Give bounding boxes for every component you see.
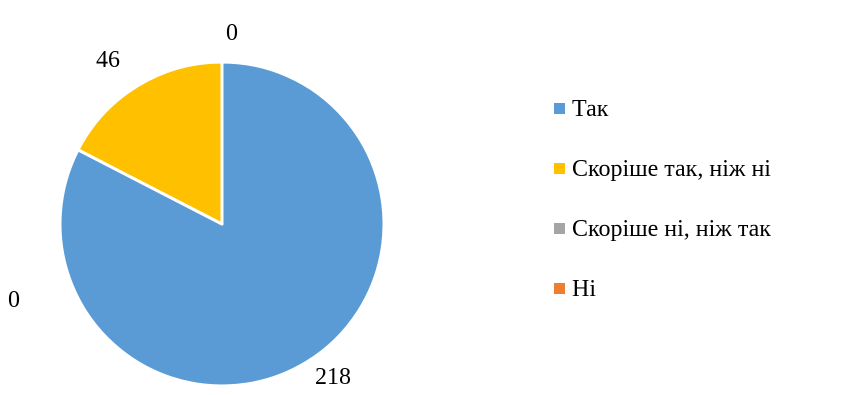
data-label-1: 218 [315, 364, 351, 390]
legend-label-3: Скоріше ні, ніж так [572, 216, 771, 242]
legend: Так Скоріше так, ніж ні Скоріше ні, ніж та… [554, 96, 771, 302]
data-label-4: 0 [8, 287, 20, 313]
pie-slices [58, 60, 386, 388]
data-labels: 218 46 0 0 [8, 20, 351, 390]
data-label-3: 0 [226, 20, 238, 46]
legend-swatch-3 [554, 223, 565, 234]
legend-label-2: Скоріше так, ніж ні [572, 156, 771, 182]
legend-label-4: Ні [572, 276, 596, 302]
pie-slice-2 [76, 60, 224, 226]
legend-label-1: Так [572, 96, 609, 122]
legend-swatch-1 [554, 103, 565, 114]
legend-swatch-2 [554, 163, 565, 174]
legend-swatch-4 [554, 283, 565, 294]
data-label-2: 46 [96, 47, 120, 73]
